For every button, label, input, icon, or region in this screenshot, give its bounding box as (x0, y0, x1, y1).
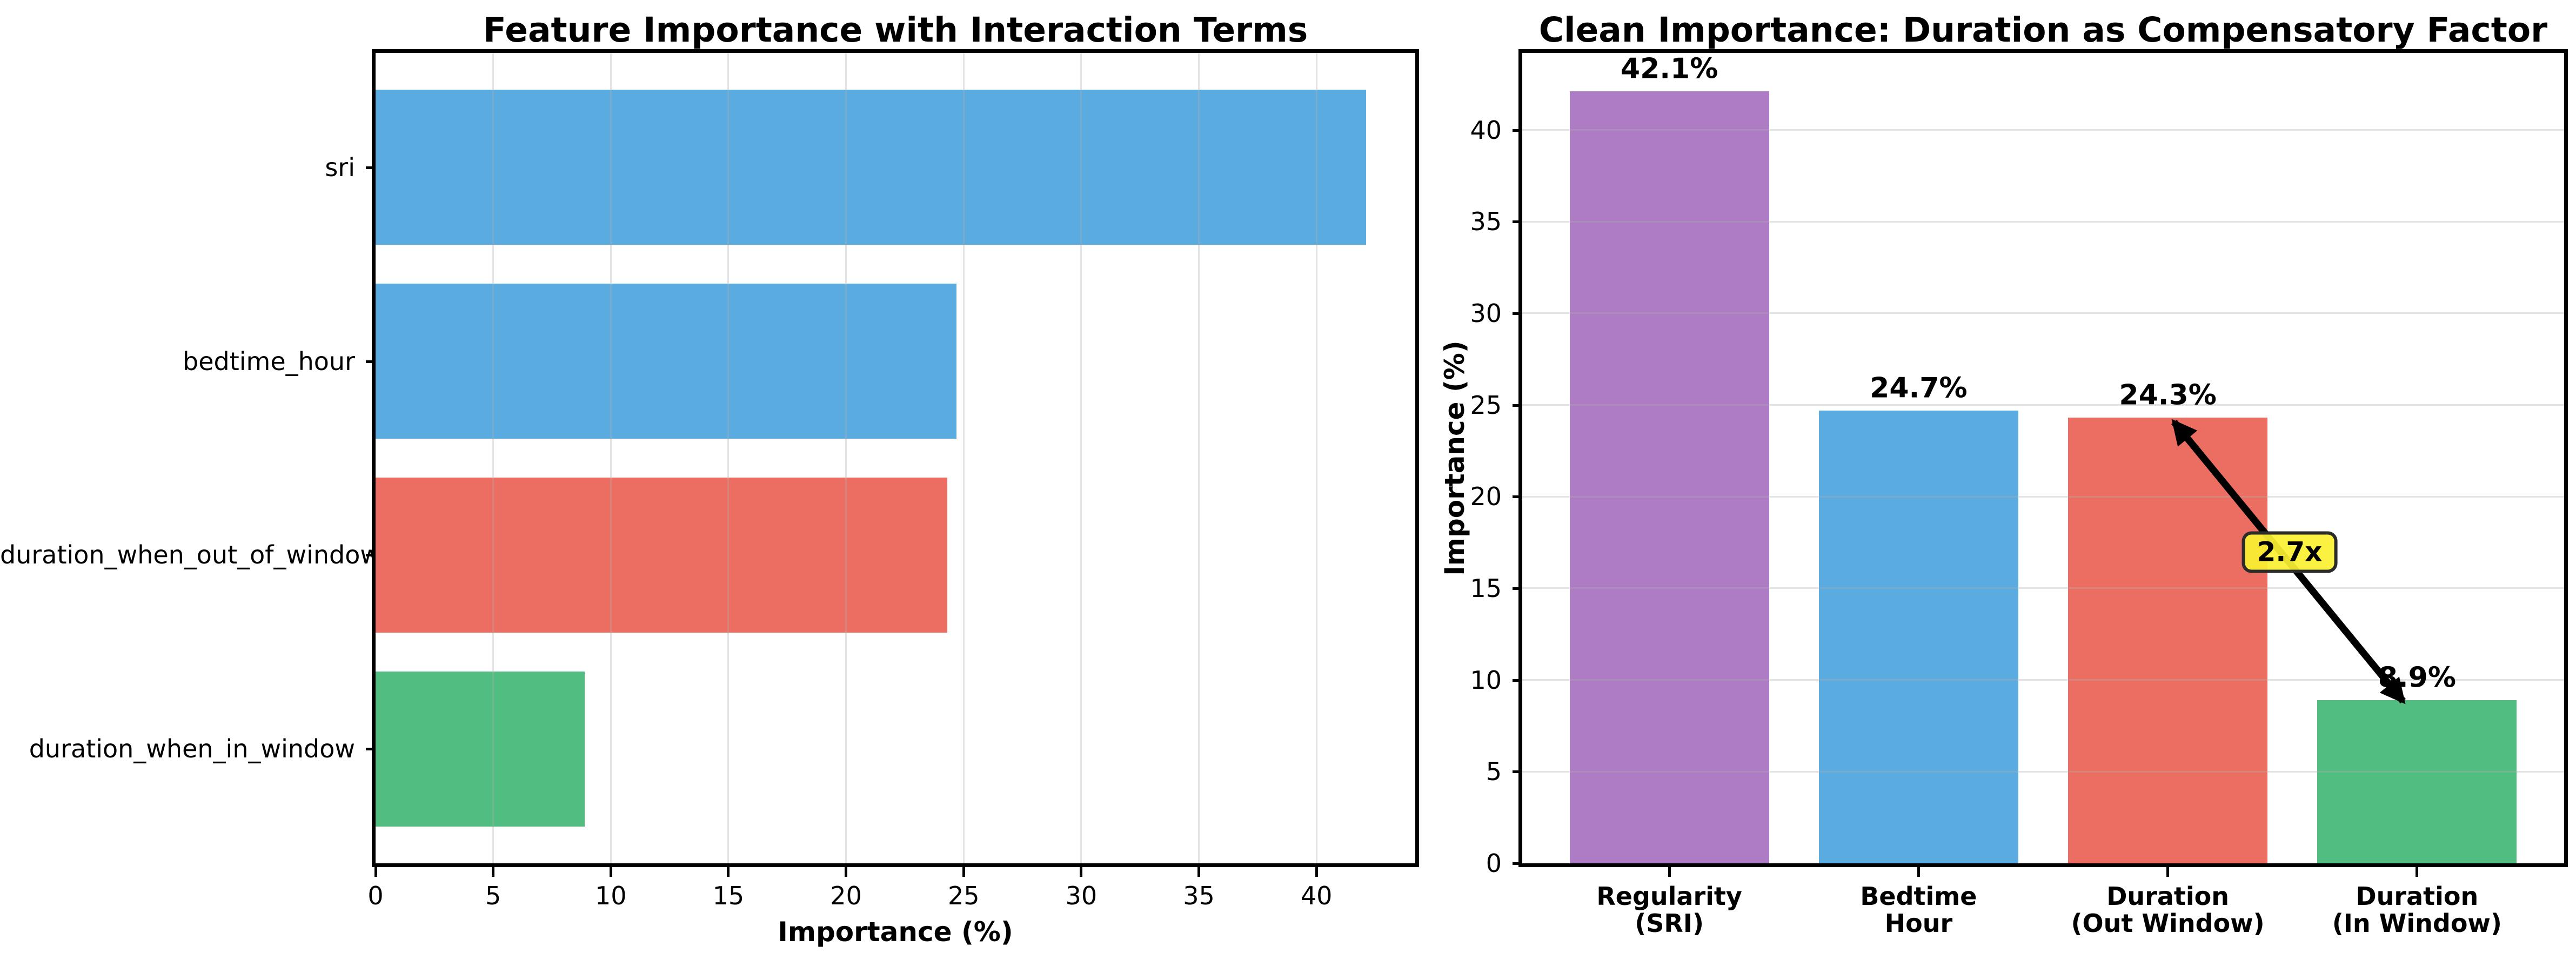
x-tick-mark (492, 867, 495, 877)
x-tick-label: 0 (367, 881, 384, 910)
annotation-layer: 2.7x (1522, 53, 2564, 863)
bar-value-label: 24.3% (2119, 379, 2217, 412)
x-tick-mark (962, 867, 965, 877)
y-tick-mark (1513, 129, 1522, 132)
x-tick-mark (2416, 867, 2419, 877)
y-tick-label: 20 (1470, 482, 1502, 512)
gridline (1522, 587, 2564, 589)
right-chart-title: Clean Importance: Duration as Compensato… (1538, 10, 2548, 50)
y-tick-label: 35 (1470, 207, 1502, 237)
y-tick-mark (1513, 495, 1522, 499)
bar-bedtime-hour (1818, 410, 2018, 863)
y-tick-label: 0 (1486, 849, 1502, 878)
y-tick-mark (1513, 587, 1522, 590)
bar-sri (376, 90, 1366, 245)
gridline (727, 53, 730, 863)
gridline (1522, 679, 2564, 681)
left-grid-layer (376, 53, 1415, 863)
x-category-label: Duration (Out Window) (2071, 882, 2265, 938)
x-category-label: Bedtime Hour (1860, 882, 1977, 938)
x-tick-label: 10 (595, 881, 627, 910)
y-tick-label: 10 (1470, 665, 1502, 695)
x-tick-mark (1197, 867, 1201, 877)
y-tick-mark (1513, 862, 1522, 865)
x-category-label: Regularity (SRI) (1596, 882, 1742, 938)
y-category-label: duration_when_in_window (29, 734, 355, 764)
gridline (1522, 220, 2564, 223)
gridline (492, 53, 494, 863)
bar-bedtime_hour (376, 284, 957, 439)
x-tick-mark (609, 867, 612, 877)
x-tick-label: 35 (1183, 881, 1215, 910)
bar-value-label: 42.1% (1620, 52, 1718, 85)
x-tick-label: 40 (1300, 881, 1333, 910)
right-y-axis-label: Importance (%) (1439, 340, 1470, 576)
y-tick-mark (366, 554, 376, 557)
x-tick-mark (845, 867, 848, 877)
y-tick-mark (1513, 220, 1522, 224)
y-tick-label: 30 (1470, 298, 1502, 328)
left-bars-layer (376, 53, 1415, 863)
x-tick-label: 25 (947, 881, 980, 910)
gridline (1522, 770, 2564, 773)
x-tick-mark (374, 867, 377, 877)
gridline (845, 53, 847, 863)
y-tick-mark (366, 360, 376, 363)
y-category-label: duration_when_out_of_window (0, 540, 380, 570)
gridline (1080, 53, 1082, 863)
y-tick-label: 25 (1470, 390, 1502, 420)
x-tick-label: 20 (830, 881, 862, 910)
bar-regularity-(sri) (1569, 91, 1769, 863)
right-bars-layer (1522, 53, 2564, 863)
y-category-label: bedtime_hour (183, 346, 355, 376)
y-tick-label: 15 (1470, 573, 1502, 603)
left-chart-title: Feature Importance with Interaction Term… (483, 10, 1308, 50)
y-tick-mark (1513, 679, 1522, 682)
bar-value-label: 24.7% (1870, 372, 1968, 405)
y-tick-mark (366, 748, 376, 751)
gridline (962, 53, 965, 863)
gridline (1522, 312, 2564, 314)
bar-duration_when_in_window (376, 671, 585, 827)
gridline (1522, 129, 2564, 131)
x-category-label: Duration (In Window) (2332, 882, 2502, 938)
x-tick-mark (1315, 867, 1318, 877)
left-plot-area (372, 49, 1419, 867)
x-tick-mark (2166, 867, 2170, 877)
right-plot-area: 2.7x (1518, 49, 2568, 867)
y-tick-mark (1513, 770, 1522, 774)
y-tick-mark (366, 166, 376, 169)
left-x-axis-label: Importance (%) (778, 916, 1013, 948)
x-tick-mark (727, 867, 730, 877)
bar-duration_when_out_of_window (376, 477, 947, 633)
x-tick-mark (1668, 867, 1671, 877)
gridline (1522, 495, 2564, 498)
right-grid-layer (1522, 53, 2564, 863)
x-tick-label: 15 (712, 881, 745, 910)
bar-duration-(in-window) (2317, 700, 2517, 863)
gridline (1315, 53, 1317, 863)
gridline (1198, 53, 1200, 863)
y-tick-mark (1513, 312, 1522, 315)
x-tick-mark (1080, 867, 1083, 877)
x-tick-label: 5 (485, 881, 501, 910)
y-tick-label: 40 (1470, 115, 1502, 145)
y-category-label: sri (325, 152, 355, 182)
x-tick-mark (1917, 867, 1920, 877)
double-arrow (2171, 419, 2406, 704)
gridline (1522, 404, 2564, 406)
y-tick-label: 5 (1486, 757, 1502, 787)
ratio-annotation-badge: 2.7x (2242, 531, 2338, 573)
y-tick-mark (1513, 404, 1522, 407)
gridline (610, 53, 612, 863)
x-tick-label: 30 (1065, 881, 1098, 910)
